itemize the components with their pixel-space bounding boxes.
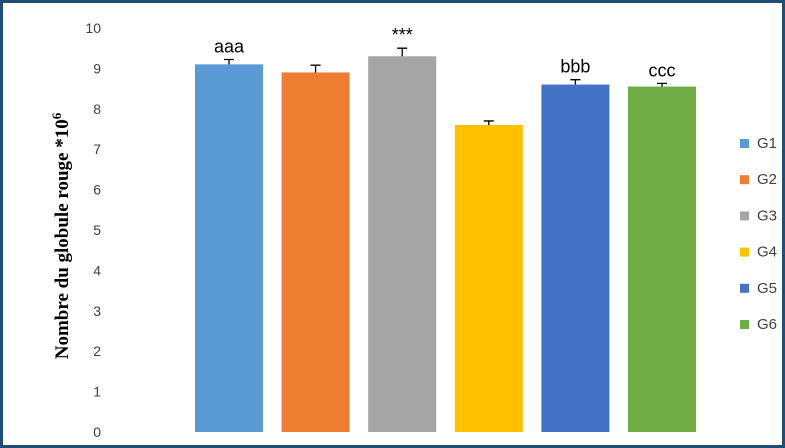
legend-swatch-g2 [740,175,749,184]
bar-annotation-g6: ccc [649,60,676,80]
legend-label-g4: G4 [757,244,777,261]
y-tick-label: 4 [93,262,101,278]
bar-g2 [282,72,350,432]
y-axis-title: Nombre du globule rouge *106 [49,112,73,359]
bar-g5 [541,85,609,432]
y-tick-label: 2 [93,343,101,359]
y-tick-label: 5 [93,222,101,238]
y-tick-label: 6 [93,182,101,198]
bar-g3 [368,56,436,432]
legend-label-g5: G5 [757,280,777,297]
y-tick-label: 0 [93,424,101,440]
bar-g6 [628,87,696,432]
legend-label-g1: G1 [757,135,777,152]
legend-swatch-g4 [740,248,749,257]
error-bar-g4 [484,121,494,125]
legend-label-g3: G3 [757,207,777,224]
legend-swatch-g6 [740,320,749,329]
error-bar-g6 [657,83,667,86]
bar-g1 [195,64,263,432]
legend-label-g6: G6 [757,316,777,333]
legend: G1 G2 G3 G4 G5 G6 [740,135,777,333]
error-bar-g5 [570,80,580,85]
error-bar-g2 [311,65,321,72]
y-tick-label: 3 [93,303,101,319]
legend-swatch-g3 [740,211,749,220]
y-tick-label: 9 [93,60,101,76]
y-tick-label: 8 [93,101,101,117]
legend-swatch-g5 [740,284,749,293]
bar-annotation-g1: aaa [214,37,245,57]
bar-annotation-g5: bbb [560,57,590,77]
y-tick-label: 10 [85,20,101,36]
error-bar-g3 [397,48,407,56]
legend-swatch-g1 [740,139,749,148]
bar-annotation-g3: *** [392,25,413,45]
bar-g4 [455,125,523,432]
error-bar-g1 [224,60,234,65]
legend-label-g2: G2 [757,171,777,188]
y-axis-ticks: 0 1 2 3 4 5 6 7 8 9 10 [85,20,101,440]
y-tick-label: 7 [93,141,101,157]
y-tick-label: 1 [93,384,101,400]
bars: aaa *** bbb ccc [195,25,696,432]
